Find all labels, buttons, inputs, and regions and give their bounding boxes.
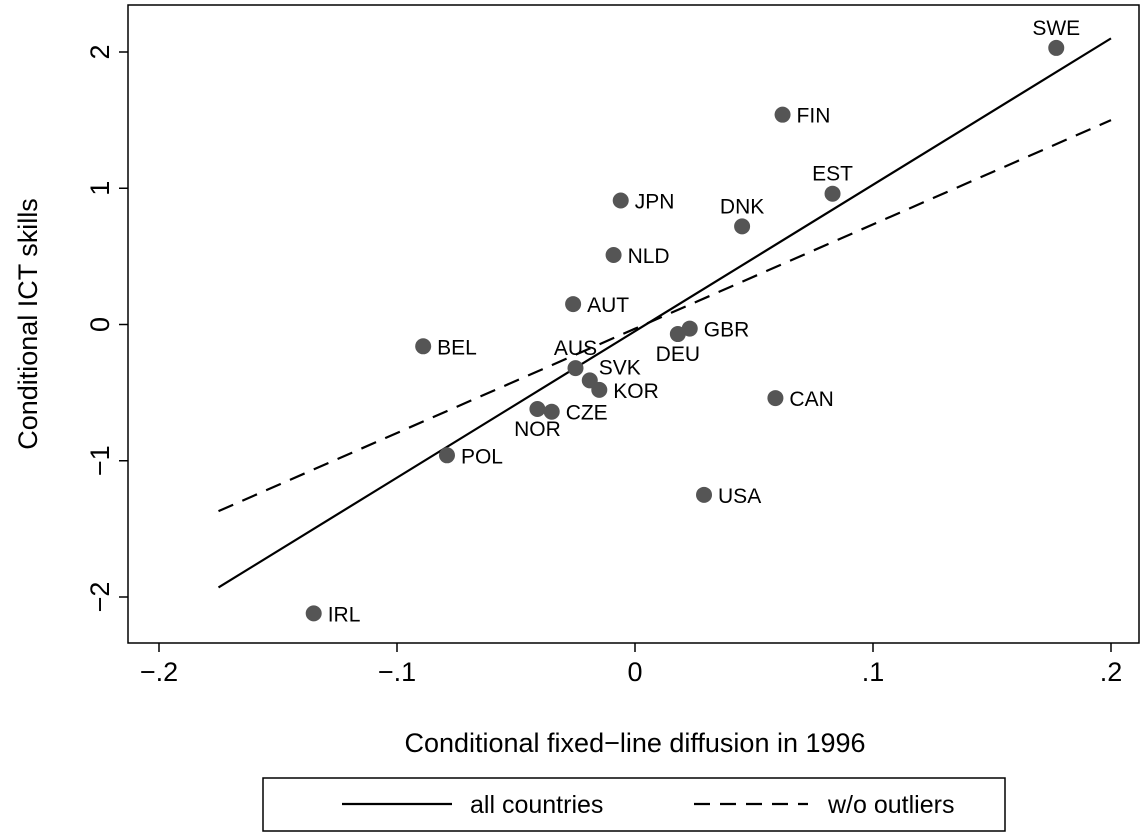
- point-jpn: JPN: [612, 191, 675, 214]
- point-label-fin: FIN: [797, 105, 831, 128]
- fit-line-w-o-outliers: [218, 119, 1112, 513]
- point-usa: USA: [696, 485, 761, 508]
- fit-lines: [217, 37, 1112, 589]
- point-marker-can: [767, 390, 784, 407]
- point-can: CAN: [767, 388, 834, 411]
- point-kor: KOR: [591, 380, 659, 403]
- point-marker-aus: [567, 360, 584, 377]
- point-aut: AUT: [565, 294, 629, 317]
- point-marker-jpn: [612, 192, 629, 209]
- x-axis-title: Conditional fixed−line diffusion in 1996: [404, 728, 865, 758]
- point-label-dnk: DNK: [720, 195, 764, 218]
- point-marker-nld: [605, 247, 622, 264]
- point-label-aus: AUS: [554, 337, 597, 360]
- point-label-jpn: JPN: [635, 191, 675, 214]
- y-axis-title: Conditional ICT skills: [13, 198, 43, 450]
- point-irl: IRL: [305, 603, 361, 626]
- x-tick-label: −.2: [140, 657, 178, 687]
- point-dnk: DNK: [720, 195, 764, 235]
- legend-label-wo-outliers: w/o outliers: [827, 791, 954, 819]
- point-marker-irl: [305, 605, 322, 622]
- point-label-aut: AUT: [587, 294, 629, 317]
- point-label-nor: NOR: [514, 418, 561, 441]
- y-tick-label: −1: [85, 445, 115, 476]
- y-tick-label: 1: [85, 181, 115, 196]
- point-marker-aut: [565, 296, 582, 313]
- point-label-nld: NLD: [628, 245, 670, 268]
- point-svk: SVK: [581, 356, 641, 389]
- point-marker-est: [824, 185, 841, 202]
- point-swe: SWE: [1032, 17, 1080, 56]
- point-label-usa: USA: [718, 485, 761, 508]
- point-marker-deu: [669, 326, 686, 343]
- point-marker-kor: [591, 381, 608, 398]
- point-marker-cze: [543, 403, 560, 420]
- point-label-bel: BEL: [437, 336, 477, 359]
- point-est: EST: [812, 163, 853, 202]
- point-marker-dnk: [734, 218, 751, 235]
- point-label-swe: SWE: [1032, 17, 1080, 40]
- point-pol: POL: [438, 445, 503, 468]
- x-tick-label: .1: [862, 657, 885, 687]
- x-tick-label: −.1: [378, 657, 416, 687]
- point-deu: DEU: [656, 326, 700, 366]
- point-label-deu: DEU: [656, 343, 700, 366]
- point-label-kor: KOR: [613, 380, 659, 403]
- legend-label-all-countries: all countries: [470, 791, 603, 819]
- point-marker-bel: [415, 338, 432, 355]
- plot-area-frame: [127, 4, 1140, 644]
- x-tick-label: 0: [627, 657, 642, 687]
- point-nor: NOR: [514, 400, 561, 441]
- point-cze: CZE: [543, 402, 608, 425]
- axis-ticks: −.2 −.1 0 .1 .2 −2 −1 0 1 2: [85, 44, 1122, 687]
- y-tick-label: 0: [85, 317, 115, 332]
- point-label-cze: CZE: [566, 402, 608, 425]
- legend: all countries w/o outliers: [262, 777, 1006, 832]
- point-bel: BEL: [415, 336, 477, 359]
- x-tick-label: .2: [1100, 657, 1123, 687]
- point-aus: AUS: [554, 337, 597, 377]
- point-marker-nor: [529, 400, 546, 417]
- point-gbr: GBR: [681, 319, 750, 342]
- point-label-gbr: GBR: [704, 319, 750, 342]
- point-marker-pol: [438, 447, 455, 464]
- point-nld: NLD: [605, 245, 670, 268]
- y-tick-label: 2: [85, 44, 115, 59]
- point-fin: FIN: [774, 105, 831, 128]
- y-tick-label: −2: [85, 582, 115, 613]
- point-marker-swe: [1048, 39, 1065, 56]
- point-label-est: EST: [812, 163, 853, 186]
- point-label-svk: SVK: [599, 356, 641, 379]
- point-marker-fin: [774, 106, 791, 123]
- point-label-can: CAN: [789, 388, 833, 411]
- fit-line-all-countries: [217, 37, 1112, 589]
- point-marker-gbr: [681, 320, 698, 337]
- point-label-irl: IRL: [328, 603, 361, 626]
- point-marker-usa: [696, 486, 713, 503]
- point-label-pol: POL: [461, 445, 503, 468]
